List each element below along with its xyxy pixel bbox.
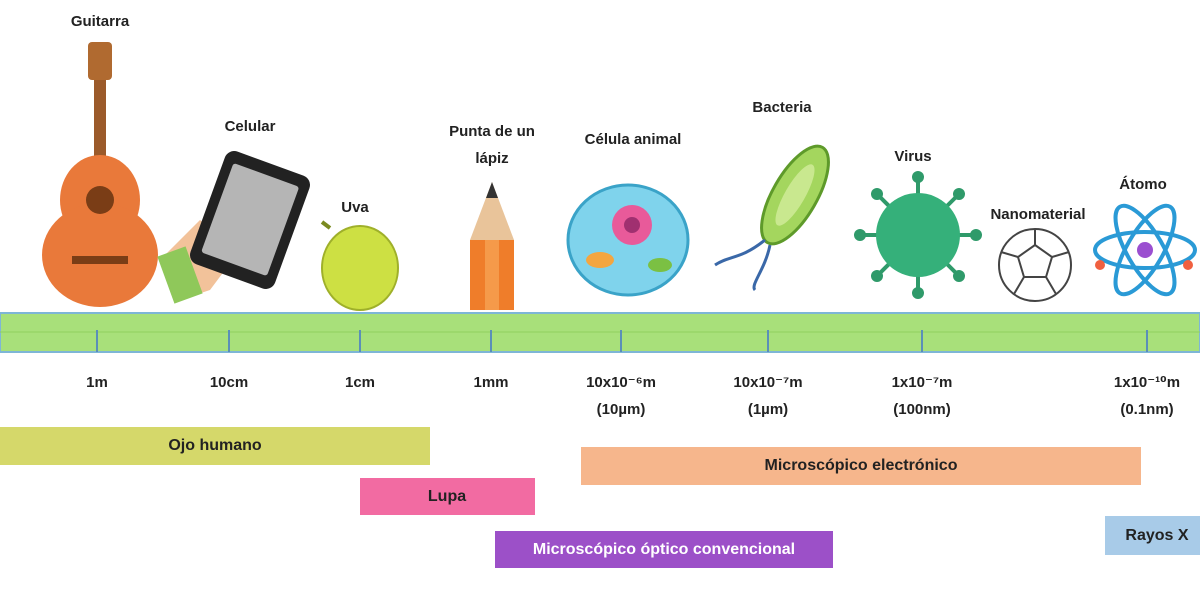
guitar-icon	[42, 42, 158, 307]
cell-icon	[566, 183, 690, 297]
range-bar	[581, 447, 1141, 485]
scale-label: 10x10⁻⁷m	[733, 374, 802, 391]
grape-icon	[320, 220, 399, 311]
range-label: Microscópico electrónico	[765, 457, 958, 474]
range-bar	[0, 427, 430, 465]
atom-icon	[1093, 203, 1197, 297]
scale-label: 1cm	[345, 374, 375, 391]
object-label: lápiz	[475, 150, 508, 167]
range-bar	[495, 531, 833, 568]
object-label: Átomo	[1119, 176, 1167, 193]
scale-label: 10x10⁻⁶m	[586, 374, 656, 391]
phone-icon	[157, 151, 310, 304]
range-label: Ojo humano	[168, 437, 262, 454]
scale-ticks	[96, 330, 1148, 352]
virus-icon	[854, 171, 982, 299]
object-label: Punta de un	[449, 123, 535, 140]
object-label: Bacteria	[752, 99, 812, 116]
scale-label: 1x10⁻¹⁰m	[1114, 374, 1180, 391]
scale-label: (10µm)	[597, 401, 646, 418]
object-label: Celular	[225, 118, 276, 135]
range-label: Rayos X	[1125, 527, 1188, 544]
scale-label: (100nm)	[893, 401, 951, 418]
object-label: Nanomaterial	[990, 206, 1085, 223]
scale-label: 1x10⁻⁷m	[892, 374, 953, 391]
scale-label: 1m	[86, 374, 108, 391]
scale-label: 1mm	[473, 374, 508, 391]
range-bar	[360, 478, 535, 515]
pencil-icon	[470, 182, 514, 310]
object-label: Célula animal	[585, 131, 682, 148]
object-label: Virus	[894, 148, 931, 165]
object-label: Uva	[341, 199, 369, 216]
range-bar	[1105, 516, 1200, 555]
bacteria-icon	[714, 144, 830, 292]
range-label: Microscópico óptico convencional	[533, 541, 795, 558]
scale-label: (1µm)	[748, 401, 788, 418]
scale-label: (0.1nm)	[1120, 401, 1173, 418]
scale-label: 10cm	[210, 374, 248, 391]
nanomaterial-icon	[998, 228, 1072, 302]
object-label: Guitarra	[71, 13, 130, 30]
range-label: Lupa	[428, 488, 466, 505]
